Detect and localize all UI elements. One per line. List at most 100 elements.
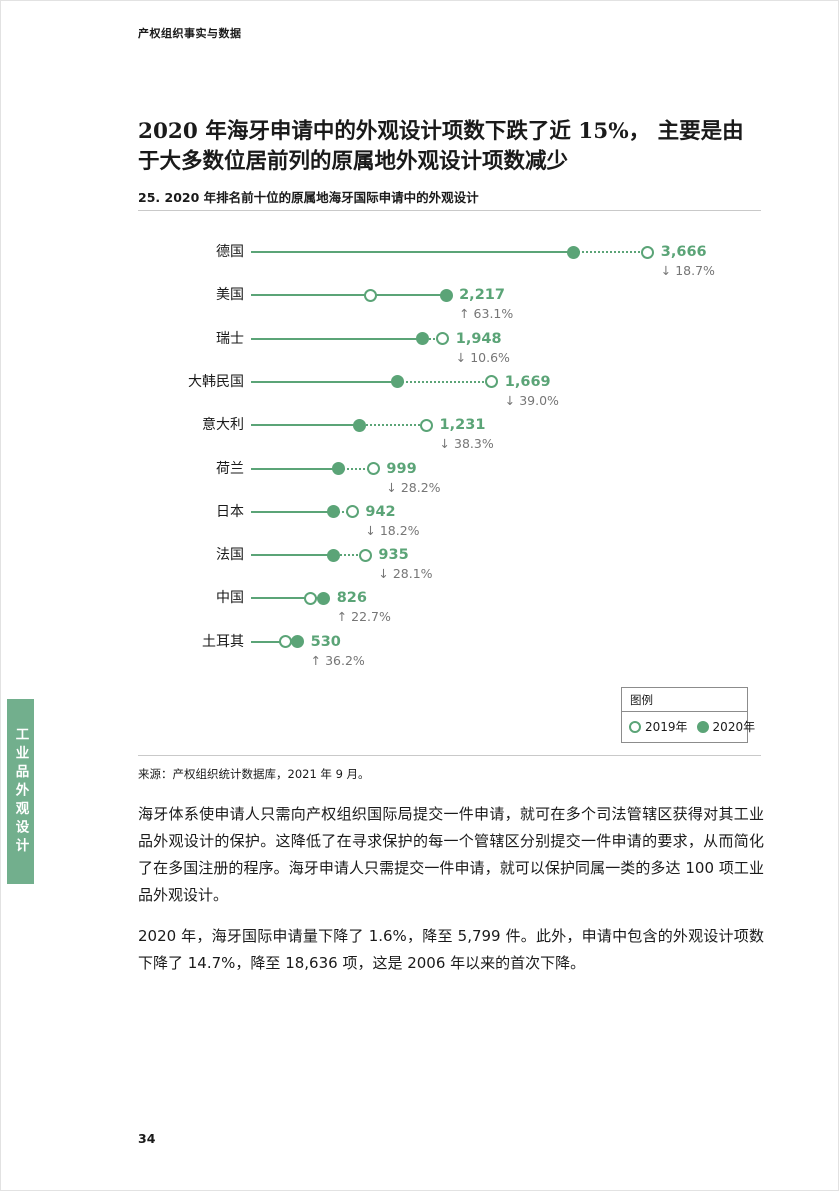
value-line-dotted bbox=[422, 337, 443, 340]
value-label: 942 bbox=[365, 503, 396, 520]
change-label: ↓ 38.3% bbox=[439, 436, 494, 452]
value-label-group: 530 ↑ 36.2% bbox=[311, 633, 365, 669]
marker-2019 bbox=[364, 288, 378, 302]
chart-row: 德国 3,666 ↓ 18.7% bbox=[138, 231, 798, 278]
legend-title: 图例 bbox=[622, 688, 747, 712]
value-label-group: 2,217 ↑ 63.1% bbox=[459, 286, 513, 322]
value-label-group: 3,666 ↓ 18.7% bbox=[661, 243, 715, 279]
legend-item-label: 2019年 bbox=[645, 720, 688, 734]
marker-2020 bbox=[291, 635, 305, 649]
marker-2020 bbox=[567, 245, 581, 259]
country-label: 瑞士 bbox=[216, 330, 244, 347]
chart-row: 日本 942 ↓ 18.2% bbox=[138, 491, 798, 538]
marker-2020 bbox=[317, 591, 331, 605]
value-line-solid bbox=[251, 554, 334, 557]
legend-item-2020: 2020年 bbox=[696, 718, 756, 735]
figure-subtitle: 25. 2020 年排名前十位的原属地海牙国际申请中的外观设计 bbox=[138, 190, 479, 205]
value-label-group: 826 ↑ 22.7% bbox=[337, 589, 391, 625]
country-label: 法国 bbox=[216, 547, 244, 564]
marker-2019 bbox=[366, 462, 380, 475]
value-line-dotted bbox=[333, 554, 366, 557]
marker-2019 bbox=[303, 591, 317, 605]
value-label: 1,948 bbox=[455, 330, 502, 347]
marker-2019 bbox=[641, 245, 655, 259]
country-label: 日本 bbox=[216, 503, 244, 520]
marker-2019 bbox=[345, 505, 359, 519]
change-label: ↓ 39.0% bbox=[504, 392, 559, 408]
value-line-dotted bbox=[573, 251, 648, 253]
value-line-solid bbox=[251, 510, 334, 513]
dumbbell-chart: 德国 3,666 ↓ 18.7% 美国 2,217 ↑ 63.1% 瑞士 1,948 ↓ 10.… bbox=[138, 231, 798, 668]
value-line-solid bbox=[251, 251, 574, 253]
value-label-group: 1,231 ↓ 38.3% bbox=[440, 416, 494, 452]
legend-item-2019: 2019年 bbox=[629, 718, 688, 735]
value-label: 1,669 bbox=[504, 373, 551, 390]
section-tab: 工业品外观设计 bbox=[7, 699, 34, 884]
marker-2020 bbox=[439, 288, 453, 302]
change-label: ↑ 22.7% bbox=[336, 609, 391, 625]
country-label: 中国 bbox=[216, 590, 244, 607]
change-label: ↑ 36.2% bbox=[310, 652, 365, 668]
country-label: 荷兰 bbox=[216, 460, 244, 477]
value-label: 1,231 bbox=[439, 417, 486, 434]
value-label-group: 1,948 ↓ 10.6% bbox=[456, 330, 510, 366]
chart-row: 瑞士 1,948 ↓ 10.6% bbox=[138, 318, 798, 365]
marker-2020 bbox=[352, 418, 366, 432]
country-label: 意大利 bbox=[202, 417, 244, 434]
source-note: 来源：产权组织统计数据库，2021 年 9 月。 bbox=[138, 767, 370, 781]
value-line-dotted bbox=[333, 510, 353, 513]
legend-items: 2019年 2020年 bbox=[622, 712, 755, 742]
marker-2019 bbox=[436, 332, 450, 346]
chart-row: 法国 935 ↓ 28.1% bbox=[138, 534, 798, 581]
value-line-solid bbox=[251, 424, 360, 427]
filled-circle-icon bbox=[696, 720, 709, 733]
value-line-solid bbox=[251, 467, 339, 470]
change-label: ↓ 28.1% bbox=[378, 566, 433, 582]
marker-2019 bbox=[358, 548, 372, 562]
open-circle-icon bbox=[629, 720, 641, 733]
value-label: 530 bbox=[310, 633, 341, 650]
body-paragraph: 2020 年，海牙国际申请量下降了 1.6%，降至 5,799 件。此外，申请中… bbox=[138, 927, 764, 972]
value-label: 826 bbox=[336, 590, 367, 607]
value-label-group: 942 ↓ 18.2% bbox=[365, 503, 419, 539]
chart-row: 意大利 1,231 ↓ 38.3% bbox=[138, 404, 798, 451]
value-line-solid bbox=[251, 640, 298, 643]
value-line-solid bbox=[251, 597, 324, 600]
chart-row: 荷兰 999 ↓ 28.2% bbox=[138, 448, 798, 495]
chart-row: 美国 2,217 ↑ 63.1% bbox=[138, 274, 798, 321]
value-line-dotted bbox=[338, 467, 374, 470]
value-label: 3,666 bbox=[660, 244, 707, 260]
change-label: ↓ 18.7% bbox=[660, 263, 715, 278]
value-line-solid bbox=[251, 294, 447, 297]
divider-bottom bbox=[138, 755, 761, 756]
body-paragraph: 海牙体系使申请人只需向产权组织国际局提交一件申请，就可在多个司法管辖区获得对其工… bbox=[138, 805, 764, 904]
value-label-group: 1,669 ↓ 39.0% bbox=[505, 373, 559, 409]
value-line-dotted bbox=[359, 424, 427, 427]
legend-item-label: 2020年 bbox=[712, 720, 756, 734]
marker-2020 bbox=[415, 332, 429, 346]
marker-2020 bbox=[326, 548, 340, 562]
value-label: 999 bbox=[386, 460, 417, 477]
country-label: 大韩民国 bbox=[188, 373, 244, 390]
chart-legend: 图例 2019年 2020年 bbox=[621, 687, 755, 743]
figure-title: 2020 年海牙申请中的外观设计项数下跌了近 15%， 主要是由于大多数位居前列… bbox=[138, 119, 744, 174]
page-number: 34 bbox=[138, 1131, 156, 1146]
chart-row: 大韩民国 1,669 ↓ 39.0% bbox=[138, 361, 798, 408]
value-label: 935 bbox=[378, 547, 409, 564]
marker-2019 bbox=[420, 418, 434, 432]
marker-2020 bbox=[332, 462, 346, 475]
change-label: ↓ 28.2% bbox=[386, 479, 441, 495]
country-label: 美国 bbox=[216, 287, 244, 304]
change-label: ↑ 63.1% bbox=[459, 306, 514, 322]
value-label-group: 935 ↓ 28.1% bbox=[378, 546, 432, 582]
change-label: ↓ 10.6% bbox=[455, 349, 510, 365]
document-header: 产权组织事实与数据 bbox=[138, 27, 242, 40]
marker-2020 bbox=[327, 505, 341, 519]
country-label: 德国 bbox=[216, 244, 244, 260]
value-line-solid bbox=[251, 380, 398, 383]
divider-top bbox=[138, 210, 761, 211]
change-label: ↓ 18.2% bbox=[365, 522, 420, 538]
chart-row: 土耳其 530 ↑ 36.2% bbox=[138, 621, 798, 668]
marker-2020 bbox=[391, 375, 405, 389]
country-label: 土耳其 bbox=[202, 633, 244, 650]
